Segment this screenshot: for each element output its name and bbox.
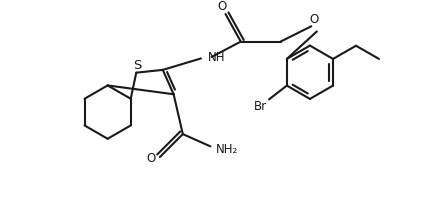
Text: Br: Br <box>254 100 267 113</box>
Text: S: S <box>133 59 141 72</box>
Text: NH₂: NH₂ <box>215 143 238 156</box>
Text: O: O <box>217 0 226 13</box>
Text: O: O <box>146 152 155 165</box>
Text: NH: NH <box>207 51 225 64</box>
Text: O: O <box>309 13 318 26</box>
